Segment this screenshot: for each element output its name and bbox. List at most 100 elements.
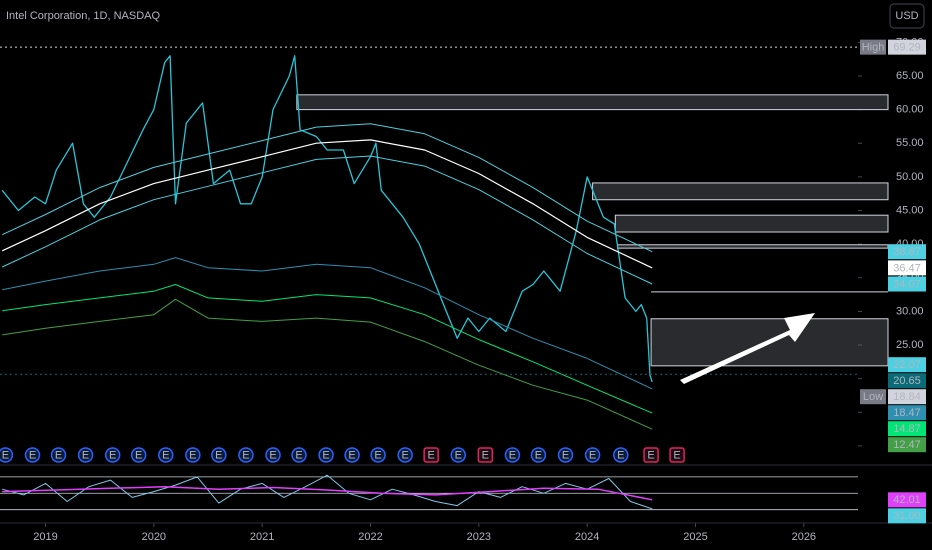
- earnings-label: E: [322, 449, 329, 461]
- price-label-box: [888, 39, 926, 55]
- earnings-label: E: [455, 449, 462, 461]
- earnings-label: E: [29, 449, 36, 461]
- y-tick-label: 60.00: [896, 104, 924, 116]
- earnings-icon: [643, 447, 659, 463]
- price-label: 18.47: [893, 407, 921, 419]
- price-label-box: [888, 437, 926, 453]
- x-tick-label: 2024: [575, 531, 599, 543]
- arrow: [680, 313, 815, 384]
- currency-label[interactable]: USD: [895, 10, 918, 22]
- price-label-box: [888, 389, 926, 405]
- earnings-label: E: [509, 449, 516, 461]
- earnings-label: E: [2, 449, 9, 461]
- earnings-icon: [130, 447, 147, 463]
- x-tick-label: 2020: [142, 531, 166, 543]
- zone: [296, 94, 889, 111]
- series-line: [1, 139, 653, 269]
- earnings-icon: [50, 447, 67, 463]
- earnings-label: E: [427, 449, 434, 461]
- price-label: 22.07: [893, 359, 921, 371]
- zone: [614, 214, 889, 233]
- series-line: [2, 474, 653, 510]
- y-tick-label: 50.00: [896, 171, 924, 183]
- earnings-icon: [211, 447, 227, 463]
- price-label-box: [888, 405, 926, 421]
- price-tag: High: [862, 42, 885, 54]
- price-label: 38.87: [893, 246, 921, 258]
- earnings-icon: [504, 447, 521, 463]
- price-label: 20.65: [893, 375, 921, 387]
- price-label-box: [888, 260, 926, 276]
- price-label: 18.84: [893, 391, 921, 403]
- earnings-label: E: [189, 449, 196, 461]
- earnings-label: E: [535, 449, 542, 461]
- earnings-label: E: [82, 449, 89, 461]
- series-line: [2, 284, 653, 414]
- earnings-icon: [397, 447, 413, 463]
- earnings-label: E: [401, 449, 408, 461]
- earnings-icon: [450, 447, 466, 463]
- price-tag: Low: [863, 391, 883, 403]
- currency-button[interactable]: [889, 3, 925, 29]
- earnings-label: E: [589, 449, 596, 461]
- earnings-icon: [104, 447, 121, 463]
- earnings-label: E: [562, 449, 569, 461]
- earnings-icon: [344, 447, 360, 463]
- price-tag-box: [860, 389, 886, 405]
- x-tick-label: 2022: [358, 531, 382, 543]
- price-label: 12.47: [893, 439, 921, 451]
- earnings-icon: [557, 447, 574, 463]
- x-tick-label: 2026: [792, 531, 816, 543]
- y-tick-label: 25.00: [896, 339, 924, 351]
- earnings-icon: [77, 447, 94, 463]
- x-tick-label: 2025: [683, 531, 707, 543]
- y-tick-label: 65.00: [896, 70, 924, 82]
- y-tick-label: 55.00: [896, 137, 924, 149]
- series-line: [2, 298, 653, 430]
- price-label: 14.87: [893, 423, 921, 435]
- earnings-icon: [669, 447, 685, 463]
- earnings-label: E: [55, 449, 62, 461]
- price-label: 34.07: [893, 278, 921, 290]
- x-tick-label: 2019: [33, 531, 57, 543]
- y-tick-label: 30.00: [896, 305, 924, 317]
- earnings-icon: [370, 447, 386, 463]
- earnings-label: E: [295, 449, 302, 461]
- earnings-icon: [0, 447, 14, 463]
- earnings-label: E: [269, 449, 276, 461]
- earnings-icon: [530, 447, 547, 463]
- earnings-icon: [584, 447, 601, 463]
- earnings-label: E: [162, 449, 169, 461]
- zone: [592, 182, 889, 201]
- price-label-box: [888, 492, 926, 508]
- price-label: 31.00: [893, 510, 921, 522]
- x-tick-label: 2023: [467, 531, 491, 543]
- earnings-label: E: [482, 449, 489, 461]
- price-label-box: [888, 276, 926, 292]
- earnings-icon: [613, 447, 629, 463]
- earnings-label: E: [617, 449, 624, 461]
- earnings-label: E: [215, 449, 222, 461]
- zone: [617, 244, 889, 249]
- price-label-box: [888, 508, 926, 524]
- price-label-box: [888, 244, 926, 260]
- earnings-label: E: [109, 449, 116, 461]
- earnings-icon: [158, 447, 174, 463]
- price-label-box: [888, 421, 926, 437]
- earnings-icon: [423, 447, 439, 463]
- price-label: 36.47: [893, 262, 921, 274]
- price-tag-box: [860, 39, 886, 55]
- earnings-icon: [185, 447, 201, 463]
- price-label-box: [888, 373, 926, 389]
- series-line: [2, 485, 653, 501]
- price-label: 42.01: [893, 494, 921, 506]
- chart-title: Intel Corporation, 1D, NASDAQ: [6, 10, 161, 22]
- series-line: [1, 155, 653, 285]
- y-tick-label: 45.00: [896, 204, 924, 216]
- earnings-label: E: [242, 449, 249, 461]
- series-line: [2, 257, 653, 390]
- x-tick-label: 2021: [250, 531, 274, 543]
- earnings-icon: [318, 447, 334, 463]
